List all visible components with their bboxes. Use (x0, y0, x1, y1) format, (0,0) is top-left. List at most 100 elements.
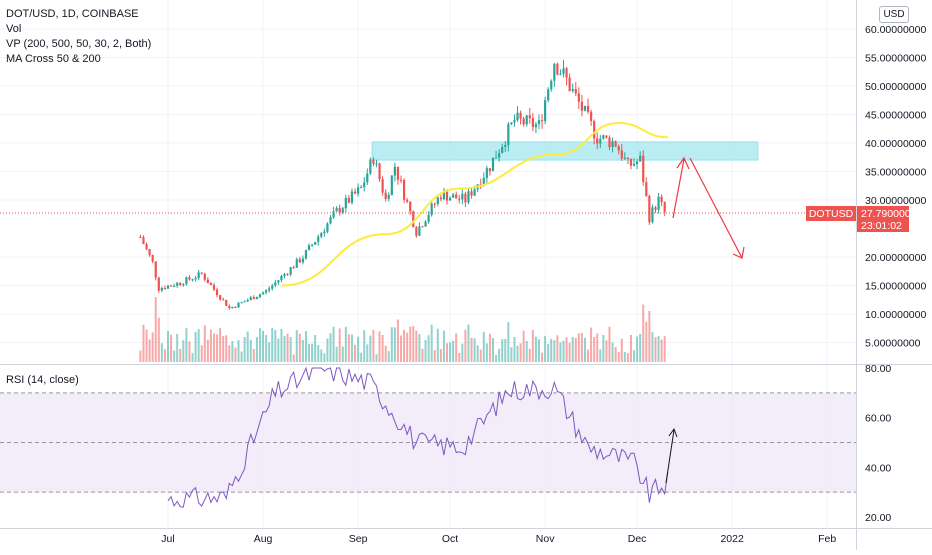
time-axis[interactable]: Jul Aug Sep Oct Nov Dec 2022 Feb (161, 533, 836, 545)
volume-bar (660, 339, 663, 362)
candle-body (583, 105, 587, 111)
volume-bar (510, 347, 513, 362)
volume-bar (461, 343, 464, 362)
candle-body (565, 68, 568, 78)
projection-arrows[interactable] (672, 156, 745, 259)
candle-body (353, 191, 357, 194)
up-arrow-shaft (672, 158, 685, 219)
time-tick-label: Sep (349, 533, 368, 545)
volume-bar (611, 342, 614, 362)
volume-bar (571, 337, 574, 362)
volume-bar (491, 338, 494, 362)
legend-symbol[interactable]: DOT/USD, 1D, COINBASE (6, 8, 139, 20)
currency-button[interactable]: USD (879, 6, 909, 23)
volume-bar (173, 350, 176, 362)
volume-bar (212, 333, 215, 362)
candle-body (402, 179, 406, 200)
candle-body (596, 138, 599, 144)
volume-bar (467, 324, 470, 362)
candle-body (473, 189, 476, 196)
volume-bar (249, 339, 252, 362)
candle-body (255, 297, 259, 300)
candle-body (154, 261, 157, 278)
volume-bar (458, 353, 461, 362)
volume-bar (375, 354, 378, 362)
candle-body (642, 155, 645, 183)
volume-bar (403, 329, 406, 362)
candle-body (381, 179, 384, 193)
candle-body (378, 163, 381, 180)
volume-bar (633, 350, 636, 362)
volume-bar (252, 348, 255, 362)
candle-body (139, 237, 142, 239)
candle-body (470, 191, 473, 196)
volume-bars (139, 297, 666, 362)
time-tick-label: Dec (628, 533, 647, 545)
candle-body (160, 288, 163, 291)
volume-bar (341, 346, 344, 362)
rsi-levels (0, 392, 856, 493)
volume-bar (568, 342, 571, 362)
volume-bar (372, 329, 375, 362)
legend-vp[interactable]: VP (200, 500, 50, 30, 2, Both) (6, 38, 152, 50)
volume-bar (219, 328, 222, 362)
volume-bar (200, 345, 203, 362)
candle-body (148, 249, 151, 256)
candle-body (547, 89, 550, 101)
volume-bar (654, 337, 657, 362)
volume-bar (151, 332, 154, 362)
candle-body (507, 124, 510, 145)
price-axis[interactable]: 60.00000000 55.00000000 50.00000000 45.0000… (865, 24, 926, 350)
rsi-tick-label: 80.00 (865, 363, 891, 375)
volume-bar (145, 329, 148, 362)
resistance-zone[interactable] (371, 141, 759, 161)
candle-body (501, 146, 504, 153)
candle-body (568, 77, 571, 92)
candle-body (157, 277, 160, 291)
volume-bar (240, 351, 243, 362)
volume-bar (301, 340, 304, 362)
time-tick-label: Aug (254, 533, 273, 545)
legend-vol[interactable]: Vol (6, 23, 22, 35)
volume-bar (464, 329, 467, 362)
candle-body (504, 144, 507, 147)
volume-bar (574, 338, 577, 362)
price-tick-label: 50.00000000 (865, 81, 926, 93)
candle-body (635, 161, 639, 164)
volume-bar (163, 349, 166, 362)
time-tick-label: Jul (161, 533, 174, 545)
volume-bar (332, 326, 335, 362)
candle-body (387, 194, 390, 199)
candle-body (559, 73, 562, 75)
volume-bar (556, 335, 559, 362)
volume-bar (335, 346, 338, 362)
candle-body (611, 141, 614, 148)
candle-body (485, 168, 488, 178)
candle-body (329, 217, 332, 224)
volume-bar (246, 331, 249, 362)
volume-bar (516, 345, 519, 362)
volume-bar (629, 334, 632, 362)
candle-body (277, 280, 280, 283)
candle-body (320, 233, 323, 237)
candle-body (439, 197, 442, 200)
legend-ma[interactable]: MA Cross 50 & 200 (6, 53, 101, 65)
candle-body (169, 285, 173, 287)
volume-bar (369, 335, 372, 362)
volume-bar (617, 351, 620, 362)
candle-body (173, 285, 176, 287)
volume-bar (298, 333, 301, 362)
candle-body (406, 199, 409, 202)
volume-bar (550, 338, 553, 362)
candle-body (455, 194, 458, 199)
candle-body (311, 244, 314, 246)
candle-body (608, 137, 611, 148)
rsi-arrow[interactable] (665, 427, 678, 484)
candle-body (415, 227, 418, 236)
candle-body (292, 267, 295, 269)
rsi-legend[interactable]: RSI (14, close) (6, 374, 79, 386)
rsi-axis[interactable]: 80.00 60.00 40.00 20.00 (865, 363, 891, 524)
volume-bar (357, 336, 360, 362)
volume-bar (182, 340, 185, 362)
